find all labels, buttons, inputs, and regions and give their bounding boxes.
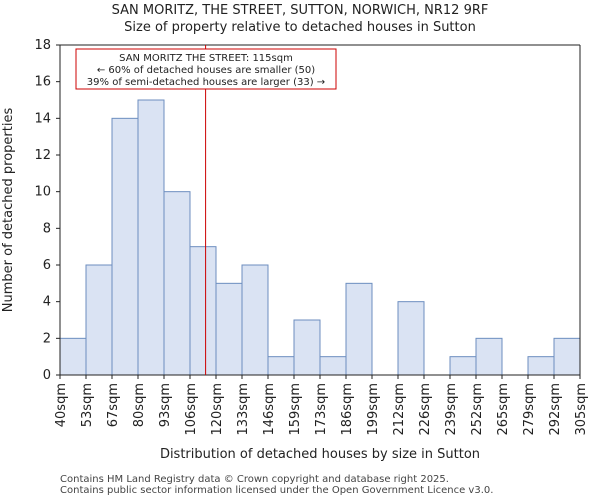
y-tick-label-0: 0 (43, 368, 51, 383)
x-tick-label-159sqm: 159sqm (288, 383, 303, 436)
y-tick-label-10: 10 (34, 185, 51, 200)
x-tick-label-40sqm: 40sqm (54, 383, 69, 427)
bar-292sqm (553, 337, 581, 376)
bar-80sqm (137, 99, 165, 376)
annotation-line-1: SAN MORITZ THE STREET: 115sqm (119, 53, 293, 64)
x-tick-label-199sqm: 199sqm (366, 383, 381, 436)
x-axis-label: Distribution of detached houses by size … (160, 447, 480, 462)
bar-67sqm (111, 117, 139, 376)
x-tick-label-292sqm: 292sqm (548, 383, 563, 436)
x-tick-label-146sqm: 146sqm (262, 383, 277, 436)
y-tick-label-14: 14 (34, 111, 51, 126)
y-axis-label: Number of detached properties (1, 108, 16, 313)
x-tick-label-226sqm: 226sqm (418, 383, 433, 436)
axes-layer: 0 2 4 6 8 10 12 14 16 18 40sqm 53sqm 67sqm 80sqm 93sqm… (1, 38, 589, 462)
x-tick-label-106sqm: 106sqm (184, 383, 199, 436)
x-tick-label-252sqm: 252sqm (470, 383, 485, 436)
x-tick-label-305sqm: 305sqm (574, 383, 589, 436)
bar-239sqm (449, 356, 477, 376)
annotation-box (75, 48, 337, 90)
bar-186sqm (345, 282, 373, 376)
bar-120sqm (215, 282, 243, 376)
y-tick-label-12: 12 (34, 148, 51, 163)
bar-279sqm (527, 356, 555, 376)
x-tick-label-93sqm: 93sqm (158, 383, 173, 427)
chart-title: SAN MORITZ, THE STREET, SUTTON, NORWICH,… (111, 3, 489, 18)
bar-53sqm (85, 264, 113, 376)
annotation-line-2: ← 60% of detached houses are smaller (50… (97, 65, 315, 76)
x-tick-label-133sqm: 133sqm (236, 383, 251, 436)
y-tick-label-2: 2 (43, 331, 51, 346)
x-tick-label-186sqm: 186sqm (340, 383, 355, 436)
chart-subtitle: Size of property relative to detached ho… (124, 20, 476, 35)
y-tick-label-8: 8 (43, 221, 51, 236)
bar-93sqm (163, 191, 191, 376)
bar-40sqm (59, 337, 87, 376)
x-tick-label-265sqm: 265sqm (496, 383, 511, 436)
bar-106sqm (189, 246, 217, 376)
annotation-line-3: 39% of semi-detached houses are larger (… (87, 77, 325, 88)
x-tick-label-67sqm: 67sqm (106, 383, 121, 427)
bar-159sqm (293, 319, 321, 376)
x-tick-label-53sqm: 53sqm (80, 383, 95, 427)
x-tick-label-279sqm: 279sqm (522, 383, 537, 436)
bar-173sqm (319, 356, 347, 376)
x-tick-label-239sqm: 239sqm (444, 383, 459, 436)
bar-133sqm (241, 264, 269, 376)
y-tick-label-6: 6 (43, 258, 51, 273)
footer-line-2: Contains public sector information licen… (60, 485, 494, 496)
bars-layer (59, 99, 581, 376)
marker-layer: SAN MORITZ THE STREET: 115sqm← 60% of de… (75, 45, 337, 375)
bar-212sqm (397, 301, 425, 376)
x-tick-label-120sqm: 120sqm (210, 383, 225, 436)
footer-line-1: Contains HM Land Registry data © Crown c… (60, 474, 449, 485)
y-tick-label-16: 16 (34, 75, 51, 90)
x-tick-label-212sqm: 212sqm (392, 383, 407, 436)
x-tick-label-80sqm: 80sqm (132, 383, 147, 427)
x-tick-label-173sqm: 173sqm (314, 383, 329, 436)
y-tick-label-18: 18 (34, 38, 51, 53)
bar-252sqm (475, 337, 503, 376)
bar-146sqm (267, 356, 295, 376)
y-tick-label-4: 4 (43, 295, 51, 310)
